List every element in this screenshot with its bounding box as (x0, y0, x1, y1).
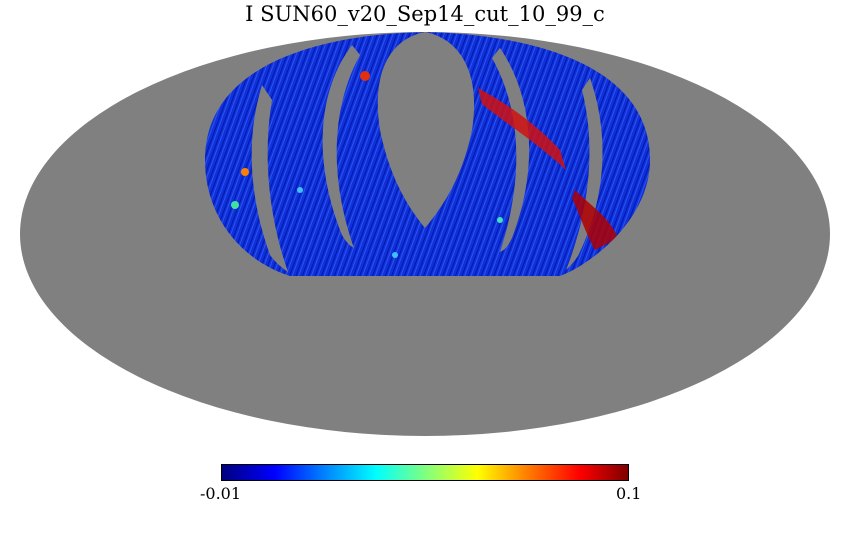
colorbar-max-label: 0.1 (616, 484, 642, 503)
scan-gap (566, 78, 603, 270)
map-title: I SUN60_v20_Sep14_cut_10_99_c (245, 2, 605, 26)
colorbar-min-label: -0.01 (200, 484, 242, 503)
hot-spot (572, 190, 618, 250)
observed-region (205, 32, 650, 276)
warm-spot (231, 201, 239, 209)
scan-gap (251, 85, 288, 272)
scan-gap (492, 48, 530, 252)
hot-band (478, 88, 566, 170)
warm-spot (241, 168, 249, 176)
colorbar (221, 464, 629, 481)
warm-spot (297, 187, 303, 193)
warm-spot (497, 217, 503, 223)
warm-spot (392, 252, 398, 258)
scan-gap (377, 32, 475, 228)
warm-spot (360, 71, 370, 81)
scan-gap (322, 45, 360, 248)
